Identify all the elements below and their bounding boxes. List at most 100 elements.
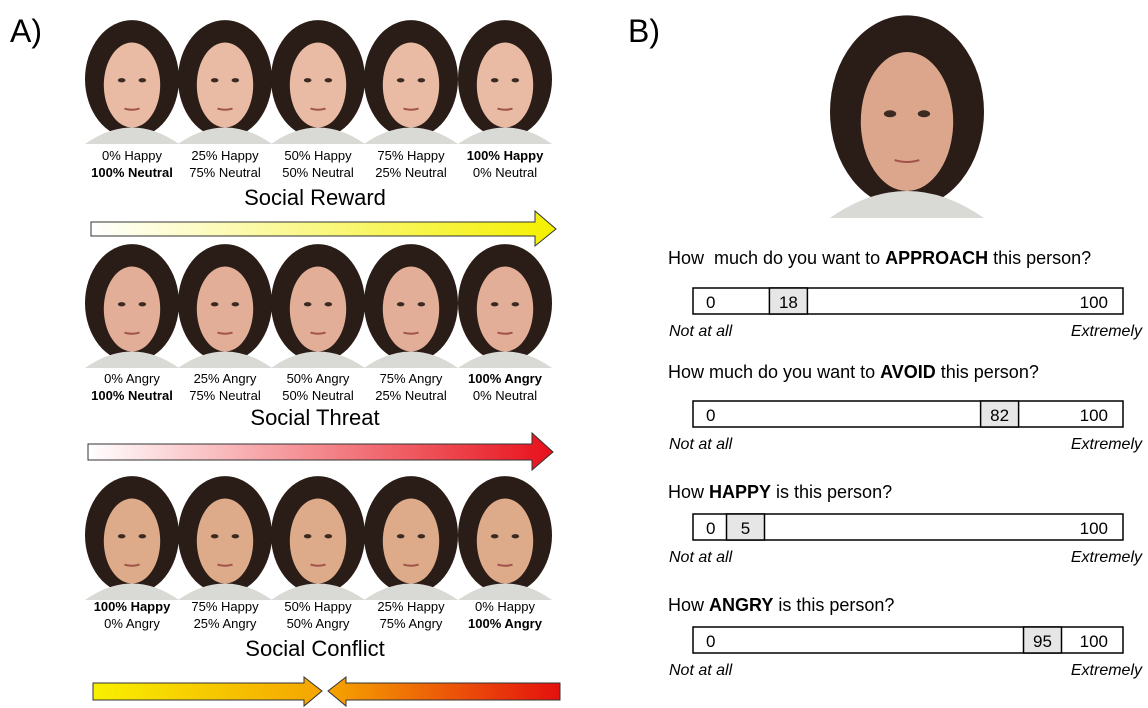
skin bbox=[477, 43, 533, 128]
face-photo bbox=[178, 476, 272, 600]
skin bbox=[477, 267, 533, 352]
face-photo bbox=[85, 476, 179, 600]
body: A) B) 0% Happy100% Neutral25% Happy75% N… bbox=[0, 0, 1148, 708]
face-label: 0% Happy bbox=[475, 599, 535, 614]
scale-max: 100 bbox=[1080, 406, 1108, 425]
face-label: 25% Neutral bbox=[375, 165, 447, 180]
face-label: 100% Angry bbox=[468, 616, 543, 631]
face-label: 100% Neutral bbox=[91, 165, 173, 180]
collar bbox=[85, 583, 179, 600]
eye bbox=[491, 534, 499, 538]
collar bbox=[271, 127, 365, 144]
eye bbox=[491, 78, 499, 82]
collar bbox=[271, 583, 365, 600]
arrow bbox=[91, 211, 556, 246]
arrow bbox=[328, 677, 560, 706]
face-label: 0% Neutral bbox=[473, 165, 537, 180]
eye bbox=[512, 534, 520, 538]
collar bbox=[178, 583, 272, 600]
skin bbox=[197, 499, 253, 584]
eye bbox=[139, 78, 147, 82]
face-label: 50% Angry bbox=[287, 371, 350, 386]
face-photo bbox=[85, 20, 179, 144]
question-text: is this person? bbox=[771, 482, 892, 502]
collar bbox=[178, 127, 272, 144]
face-label: 25% Angry bbox=[194, 371, 257, 386]
eye bbox=[397, 78, 405, 82]
arrow bbox=[88, 433, 553, 470]
face-photo bbox=[364, 244, 458, 368]
scale-min: 0 bbox=[706, 293, 715, 312]
collar bbox=[364, 127, 458, 144]
question: How HAPPY is this person? bbox=[668, 482, 892, 502]
eye bbox=[325, 302, 333, 306]
collar bbox=[364, 583, 458, 600]
eye bbox=[139, 534, 147, 538]
question-emphasis: HAPPY bbox=[709, 482, 771, 502]
question-text: How bbox=[668, 595, 709, 615]
eye bbox=[118, 534, 126, 538]
face-photo bbox=[364, 20, 458, 144]
collar bbox=[458, 583, 552, 600]
question-text: this person? bbox=[936, 362, 1039, 382]
collar bbox=[830, 191, 984, 218]
eye bbox=[884, 110, 896, 117]
scale-max: 100 bbox=[1080, 632, 1108, 651]
collar bbox=[458, 351, 552, 368]
row-title: Social Threat bbox=[250, 405, 379, 430]
rating-bar bbox=[693, 401, 1123, 427]
face-photo bbox=[458, 476, 552, 600]
skin bbox=[197, 267, 253, 352]
high-anchor: Extremely bbox=[1071, 549, 1143, 566]
rating-value: 5 bbox=[741, 519, 750, 538]
eye bbox=[232, 534, 240, 538]
face-label: 75% Angry bbox=[380, 616, 443, 631]
eye bbox=[304, 78, 312, 82]
eye bbox=[211, 78, 219, 82]
eye bbox=[418, 302, 426, 306]
face-label: 100% Angry bbox=[468, 371, 543, 386]
skin bbox=[290, 499, 346, 584]
face-label: 50% Neutral bbox=[282, 165, 354, 180]
collar bbox=[85, 351, 179, 368]
panel-label: A) bbox=[10, 13, 42, 49]
high-anchor: Extremely bbox=[1071, 662, 1143, 679]
face-label: 100% Neutral bbox=[91, 388, 173, 403]
face-label: 50% Happy bbox=[284, 599, 352, 614]
rating-bar bbox=[693, 288, 1123, 314]
rating-value: 18 bbox=[779, 293, 798, 312]
eye bbox=[491, 302, 499, 306]
question-text: is this person? bbox=[773, 595, 894, 615]
face-label: 0% Angry bbox=[104, 371, 160, 386]
question: How ANGRY is this person? bbox=[668, 595, 894, 615]
skin bbox=[477, 499, 533, 584]
eye bbox=[304, 534, 312, 538]
panel-label: B) bbox=[628, 13, 660, 49]
skin bbox=[290, 267, 346, 352]
collar bbox=[85, 127, 179, 144]
eye bbox=[139, 302, 147, 306]
question-text: How much do you want to bbox=[668, 248, 885, 268]
skin bbox=[861, 52, 953, 191]
low-anchor: Not at all bbox=[669, 436, 733, 453]
face-photo bbox=[271, 244, 365, 368]
question-emphasis: ANGRY bbox=[709, 595, 773, 615]
eye bbox=[512, 302, 520, 306]
page: {"panel_a": {"label": "A)", "rows": [ {"… bbox=[0, 0, 1148, 708]
face-label: 0% Angry bbox=[104, 616, 160, 631]
scale-min: 0 bbox=[706, 406, 715, 425]
face-photo bbox=[830, 15, 984, 218]
eye bbox=[232, 78, 240, 82]
rating-value: 82 bbox=[990, 406, 1009, 425]
face-photo bbox=[271, 476, 365, 600]
eye bbox=[211, 302, 219, 306]
skin bbox=[104, 499, 160, 584]
high-anchor: Extremely bbox=[1071, 436, 1143, 453]
question-text: How much do you want to bbox=[668, 362, 880, 382]
low-anchor: Not at all bbox=[669, 549, 733, 566]
collar bbox=[364, 351, 458, 368]
question-text: this person? bbox=[988, 248, 1091, 268]
figure: A) B) 0% Happy100% Neutral25% Happy75% N… bbox=[0, 0, 1148, 708]
face-label: 25% Happy bbox=[377, 599, 445, 614]
face-photo bbox=[458, 20, 552, 144]
